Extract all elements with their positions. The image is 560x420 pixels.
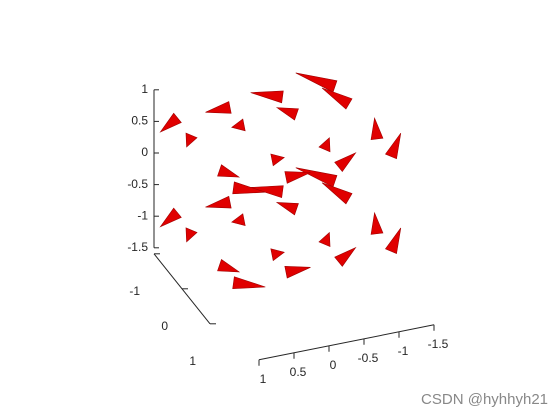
cone [370,211,384,235]
cone [231,118,246,132]
cone [284,266,311,279]
cone [205,101,232,114]
z-tick-label: -1 [137,208,148,222]
cone [334,152,357,173]
x-tick-label: -0.5 [358,351,379,365]
x-tick-label: 0.5 [290,365,307,379]
cone [250,90,284,104]
cone [284,171,311,184]
cone [295,72,338,93]
cone [205,195,232,209]
x-tick-label: 1 [260,372,267,386]
cone [159,112,182,133]
cone [185,227,198,243]
x-tick-label: -1 [398,344,409,358]
z-tick-label: -1.5 [127,240,148,254]
cone [232,276,266,289]
x-tick-label: -1.5 [428,337,449,351]
z-tick-label: 0 [141,145,148,159]
cone [250,185,284,199]
cone [185,132,198,148]
cone [217,164,241,178]
cone [370,116,384,140]
cone [321,182,353,205]
cone [270,153,285,167]
cone [318,137,331,153]
cone [275,107,299,121]
cone [318,231,331,247]
cone [385,132,402,160]
x-tick-label: 0 [330,358,337,372]
watermark: CSDN @hyhhyh21 [421,391,548,408]
x-axis [258,324,435,361]
cone [321,87,353,110]
cone [334,246,357,267]
cone [217,259,241,273]
y-tick-label: 1 [189,354,196,368]
cone [385,227,402,254]
z-tick-label: -0.5 [127,177,148,191]
z-tick-label: 0.5 [131,114,148,128]
y-tick-label: -1 [129,284,140,298]
y-tick-label: 0 [161,319,168,333]
z-tick-label: 1 [141,82,148,96]
cone [295,167,338,188]
cone [270,248,285,262]
cone [159,207,182,228]
cone [275,202,299,216]
cone [232,181,266,195]
cone [231,213,246,226]
